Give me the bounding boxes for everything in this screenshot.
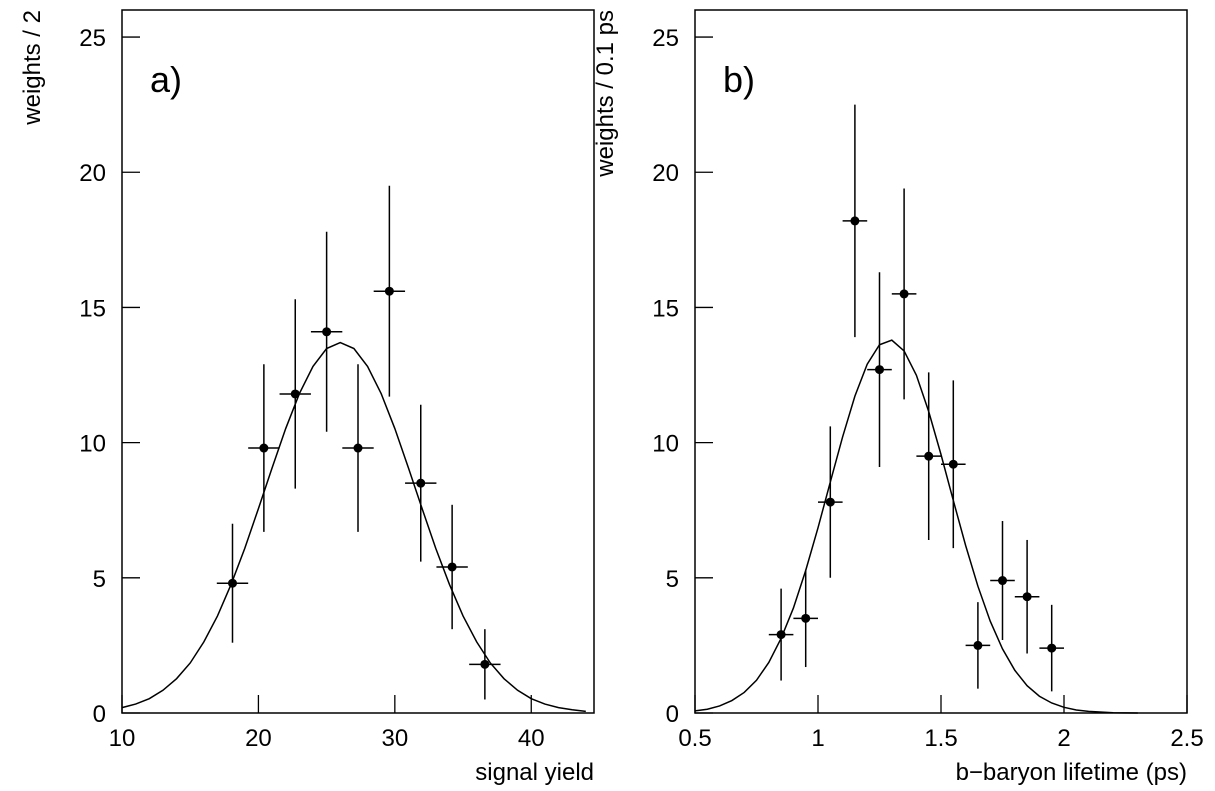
- y-tick-label: 10: [79, 431, 106, 458]
- data-point: [973, 640, 983, 650]
- fit-curve: [694, 339, 1138, 714]
- fit-curve: [121, 341, 586, 713]
- y-tick-label: 5: [93, 566, 106, 593]
- data-point: [899, 289, 909, 299]
- y-tick-label: 5: [666, 566, 679, 593]
- x-axis-title: b−baryon lifetime (ps): [956, 759, 1187, 786]
- data-point: [924, 451, 934, 461]
- data-point: [875, 365, 884, 375]
- y-tick-label: 0: [666, 701, 679, 728]
- x-tick-label: 1.5: [924, 725, 957, 752]
- data-point: [290, 389, 300, 399]
- x-tick-label: 20: [245, 725, 272, 752]
- data-point: [259, 443, 269, 453]
- y-tick-label: 25: [652, 25, 679, 52]
- data-point: [948, 459, 958, 469]
- y-tick-label: 20: [79, 160, 106, 187]
- data-point: [447, 562, 457, 572]
- data-point: [353, 443, 363, 453]
- y-tick-label: 10: [652, 431, 679, 458]
- x-axis-title: signal yield: [475, 759, 594, 786]
- x-tick-label: 40: [518, 725, 545, 752]
- data-point: [825, 497, 835, 507]
- panel-label: b): [723, 59, 755, 100]
- plot-frame: [121, 9, 595, 714]
- x-tick-label: 0.5: [678, 725, 711, 752]
- data-point: [998, 576, 1007, 586]
- y-axis-title: weights / 0.1 ps: [592, 10, 619, 178]
- data-point: [1022, 592, 1032, 602]
- y-tick-label: 25: [79, 25, 106, 52]
- data-point: [480, 659, 490, 669]
- data-point: [801, 613, 811, 623]
- plot-frame: [694, 9, 1188, 714]
- y-tick-label: 15: [79, 295, 106, 322]
- data-point: [322, 327, 332, 337]
- y-tick-label: 0: [93, 701, 106, 728]
- y-tick-label: 15: [652, 295, 679, 322]
- data-point: [416, 478, 426, 488]
- panel-label: a): [150, 59, 182, 100]
- data-point: [776, 630, 786, 640]
- x-tick-label: 2.5: [1170, 725, 1203, 752]
- x-tick-label: 1: [811, 725, 824, 752]
- data-point: [850, 216, 860, 226]
- x-tick-label: 2: [1057, 725, 1070, 752]
- data-point: [227, 578, 237, 588]
- data-point: [1047, 643, 1057, 653]
- x-tick-label: 30: [381, 725, 408, 752]
- y-tick-label: 20: [652, 160, 679, 187]
- x-tick-label: 10: [109, 725, 136, 752]
- y-axis-title: weights / 2: [19, 10, 46, 126]
- data-point: [384, 286, 394, 296]
